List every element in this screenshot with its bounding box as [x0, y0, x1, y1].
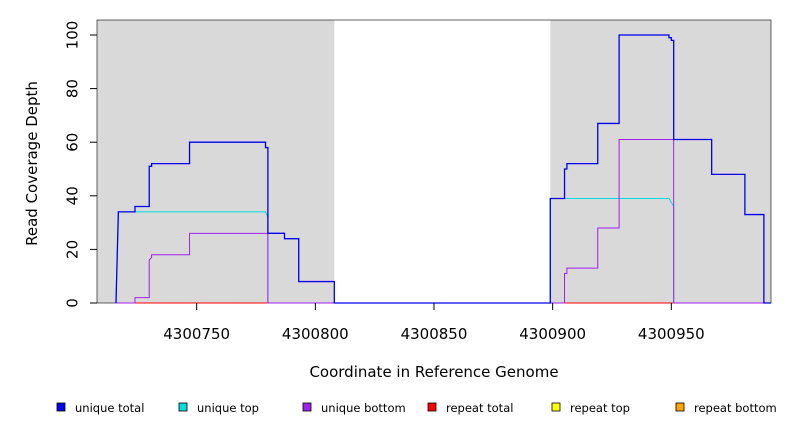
x-tick-label: 4300750 [163, 325, 230, 343]
legend-swatch [675, 402, 685, 412]
legend-label: unique total [75, 401, 144, 415]
legend-label: unique top [197, 401, 259, 415]
legend-item-repeat-top: repeat top [551, 401, 630, 415]
y-tick-label: 100 [63, 21, 81, 50]
legend-item-unique-bottom: unique bottom [302, 401, 406, 415]
x-tick-label: 4300800 [282, 325, 349, 343]
legend-swatch [56, 402, 66, 412]
x-tick-label: 4300850 [401, 325, 468, 343]
y-tick-label: 0 [63, 298, 81, 308]
legend-swatch [302, 402, 312, 412]
y-tick-label: 80 [63, 79, 81, 98]
legend-item-unique-top: unique top [178, 401, 259, 415]
x-axis: 4300750 4300800 4300850 4300900 4300950 [163, 303, 705, 343]
legend-label: repeat top [570, 401, 630, 415]
legend-item-repeat-bottom: repeat bottom [675, 401, 777, 415]
legend-label: repeat total [446, 401, 513, 415]
y-tick-label: 40 [63, 186, 81, 205]
legend-swatch [427, 402, 437, 412]
series-lines [115, 34, 771, 304]
legend-item-repeat-total: repeat total [427, 401, 513, 415]
x-tick-label: 4300950 [638, 325, 705, 343]
series-line-unique-total [115, 34, 771, 304]
x-axis-title: Coordinate in Reference Genome [309, 363, 558, 381]
y-axis-title: Read Coverage Depth [23, 81, 41, 246]
y-tick-label: 20 [63, 240, 81, 259]
shaded-regions [97, 20, 771, 303]
legend-label: repeat bottom [694, 401, 777, 415]
legend: unique total unique top unique bottom repea… [56, 401, 777, 415]
x-tick-label: 4300900 [519, 325, 586, 343]
y-tick-label: 60 [63, 133, 81, 152]
legend-label: unique bottom [321, 401, 406, 415]
legend-swatch [551, 402, 561, 412]
shaded-region-1 [97, 20, 335, 303]
y-axis: 0 20 40 60 80 100 [63, 21, 97, 308]
legend-swatch [178, 402, 188, 412]
legend-item-unique-total: unique total [56, 401, 144, 415]
shaded-region-2 [550, 20, 771, 303]
